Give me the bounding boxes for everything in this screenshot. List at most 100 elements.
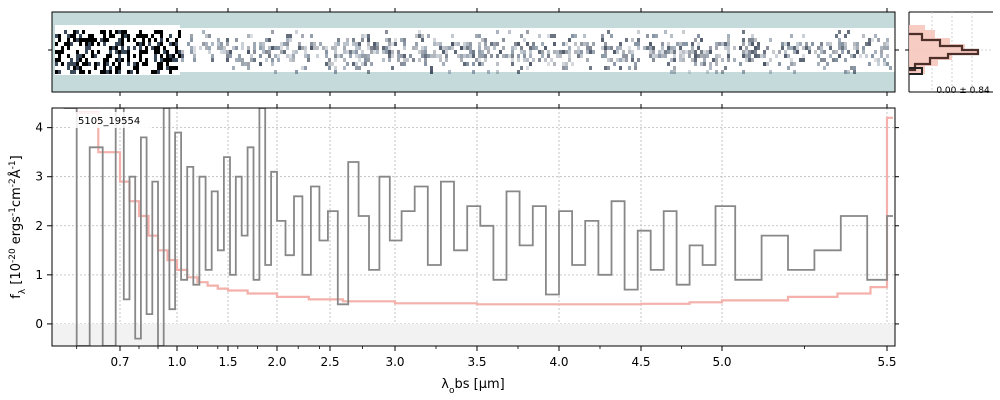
spectrum-2d-pixel — [856, 46, 859, 50]
spectrum-2d-pixel — [79, 66, 82, 70]
spectrum-2d-pixel — [817, 46, 820, 50]
spectrum-2d-pixel — [367, 38, 370, 42]
spectrum-2d-pixel — [445, 50, 448, 54]
spectrum-2d-pixel — [667, 42, 670, 46]
spectrum-2d-pixel — [304, 54, 307, 58]
spectrum-2d-pixel — [82, 70, 85, 74]
spectrum-2d-pixel — [130, 70, 133, 74]
spectrum-2d-pixel — [88, 38, 91, 42]
spectrum-2d-pixel — [94, 38, 97, 42]
spectrum-2d-pixel — [568, 50, 571, 54]
spectrum-2d-pixel — [169, 42, 172, 46]
spectrum-2d-pixel — [607, 58, 610, 62]
spectrum-2d-pixel — [832, 50, 835, 54]
spectrum-2d-pixel — [202, 42, 205, 46]
spectrum-2d-pixel — [109, 30, 112, 34]
spectrum-2d-pixel — [487, 70, 490, 74]
spectrum-2d-pixel — [694, 54, 697, 58]
spectrum-2d-pixel — [433, 42, 436, 46]
spectrum-2d-pixel — [853, 42, 856, 46]
spectrum-2d-pixel — [421, 54, 424, 58]
spectrum-2d-pixel — [70, 42, 73, 46]
spectrum-2d-pixel — [337, 42, 340, 46]
spectrum-2d-pixel — [574, 42, 577, 46]
spectrum-2d-pixel — [787, 54, 790, 58]
spectrum-2d-pixel — [118, 54, 121, 58]
spectrum-2d-pixel — [346, 38, 349, 42]
spectrum-2d-pixel — [739, 46, 742, 50]
spectrum-2d-pixel — [667, 62, 670, 66]
spectrum-2d-pixel — [637, 38, 640, 42]
spectrum-2d-pixel — [877, 38, 880, 42]
spectrum-2d-pixel — [391, 54, 394, 58]
spectrum-2d-pixel — [79, 58, 82, 62]
spectrum-2d-pixel — [325, 50, 328, 54]
spectrum-2d-pixel — [121, 50, 124, 54]
spectrum-2d-pixel — [571, 62, 574, 66]
spectrum-2d-pixel — [367, 46, 370, 50]
spectrum-2d-pixel — [118, 58, 121, 62]
spectrum-2d-pixel — [220, 46, 223, 50]
spectrum-2d-pixel — [706, 54, 709, 58]
spectrum-2d-pixel — [763, 62, 766, 66]
spectrum-2d-pixel — [262, 42, 265, 46]
spectrum-2d-pixel — [463, 62, 466, 66]
spectrum-2d-pixel — [541, 54, 544, 58]
spectrum-2d-pixel — [313, 46, 316, 50]
spectrum-2d-pixel — [538, 58, 541, 62]
spectrum-2d-pixel — [91, 42, 94, 46]
spectrum-2d-pixel — [277, 46, 280, 50]
spectrum-2d-pixel — [667, 46, 670, 50]
spectrum-2d-pixel — [403, 42, 406, 46]
spectrum-2d-pixel — [397, 54, 400, 58]
spectrum-2d-pixel — [688, 70, 691, 74]
spectrum-2d-pixel — [472, 62, 475, 66]
spectrum-2d-pixel — [514, 42, 517, 46]
spectrum-2d-pixel — [745, 54, 748, 58]
spectrum-2d-pixel — [883, 58, 886, 62]
spectrum-2d-pixel — [109, 70, 112, 74]
spectrum-2d-pixel — [295, 30, 298, 34]
spectrum-2d-pixel — [748, 58, 751, 62]
spectrum-2d-pixel — [91, 50, 94, 54]
spectrum-2d-pixel — [283, 50, 286, 54]
spectrum-2d-pixel — [175, 66, 178, 70]
spectrum-2d-pixel — [307, 58, 310, 62]
spectrum-2d-pixel — [703, 54, 706, 58]
spectrum-2d-pixel — [679, 58, 682, 62]
spectrum-2d-pixel — [355, 62, 358, 66]
spectrum-2d-pixel — [262, 46, 265, 50]
spectrum-2d-pixel — [361, 38, 364, 42]
spectrum-2d-pixel — [244, 62, 247, 66]
spectrum-2d-pixel — [745, 50, 748, 54]
spectrum-2d-pixel — [112, 46, 115, 50]
spectrum-2d-pixel — [724, 66, 727, 70]
spectrum-2d-pixel — [397, 58, 400, 62]
spectrum-2d-pixel — [478, 58, 481, 62]
spectrum-2d-pixel — [382, 50, 385, 54]
spectrum-2d-pixel — [121, 30, 124, 34]
spectrum-2d-pixel — [523, 38, 526, 42]
spectrum-2d-pixel — [601, 38, 604, 42]
spectrum-2d-pixel — [574, 34, 577, 38]
spectrum-2d-pixel — [55, 62, 58, 66]
spectrum-2d-pixel — [73, 70, 76, 74]
spectrum-2d-pixel — [352, 62, 355, 66]
spectrum-2d-pixel — [451, 46, 454, 50]
spectrum-2d-pixel — [430, 70, 433, 74]
spectrum-2d-pixel — [478, 54, 481, 58]
spectrum-2d-pixel — [586, 50, 589, 54]
spectrum-2d-pixel — [73, 38, 76, 42]
spectrum-2d-pixel — [703, 58, 706, 62]
spectrum-2d-pixel — [754, 50, 757, 54]
spectrum-2d-pixel — [820, 58, 823, 62]
spectrum-2d-pixel — [523, 50, 526, 54]
spectrum-2d-pixel — [367, 54, 370, 58]
spectrum-2d-pixel — [136, 66, 139, 70]
spectrum-2d-pixel — [601, 54, 604, 58]
spectrum-2d-pixel — [376, 42, 379, 46]
object-label: 5105_19554 — [78, 116, 140, 127]
spectrum-2d-pixel — [235, 58, 238, 62]
spectrum-2d-pixel — [88, 34, 91, 38]
spectrum-2d-pixel — [769, 58, 772, 62]
